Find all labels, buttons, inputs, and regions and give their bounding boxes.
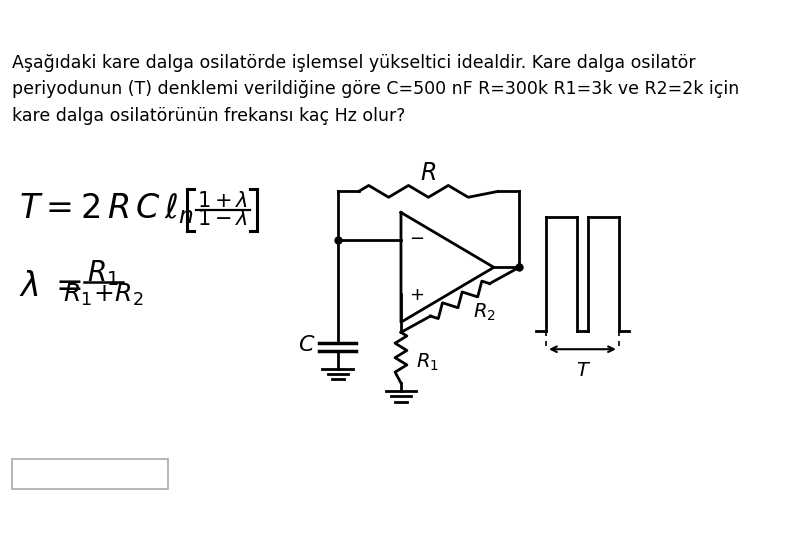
Text: $R_1\!+\!R_2$: $R_1\!+\!R_2$ [63, 282, 143, 309]
Text: $1-\lambda$: $1-\lambda$ [197, 209, 248, 229]
Text: $R_2$: $R_2$ [473, 302, 495, 323]
Text: T: T [576, 361, 588, 380]
Text: R: R [421, 161, 436, 185]
Text: $R_1$: $R_1$ [87, 258, 119, 288]
Text: $\lambda\;=$: $\lambda\;=$ [18, 270, 82, 304]
Text: +: + [409, 286, 425, 304]
Bar [12, 459, 168, 489]
Text: −: − [409, 231, 425, 249]
Text: $R_1$: $R_1$ [416, 351, 439, 372]
Text: $T = 2\,R\,C\,\ell_n$: $T = 2\,R\,C\,\ell_n$ [18, 191, 193, 226]
Text: Aşağıdaki kare dalga osilatörde işlemsel yükseltici idealdir. Kare dalga osilatö: Aşağıdaki kare dalga osilatörde işlemsel… [12, 54, 739, 124]
Text: C: C [298, 335, 313, 355]
Text: $1+\lambda$: $1+\lambda$ [197, 192, 248, 212]
